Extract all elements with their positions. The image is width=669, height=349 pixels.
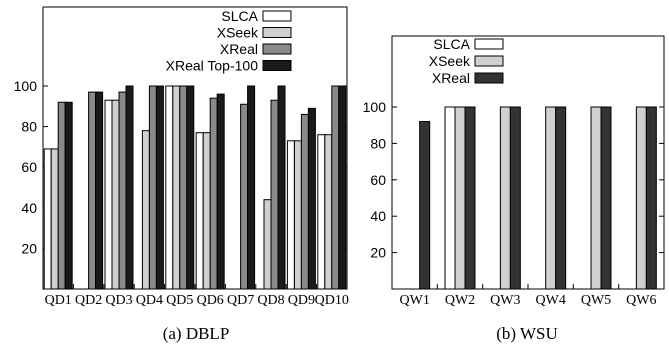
bar-xreal-top-100 <box>338 85 347 290</box>
legend-swatch <box>474 55 504 67</box>
bar-xreal-top-100 <box>64 101 73 290</box>
bar-xreal <box>555 106 567 290</box>
x-tick-label: QD10 <box>315 293 349 308</box>
panel-wsu: 20 40 60 80 100 QW1 QW2 QW3 QW4 QW5 QW6 SLCAXSeek… <box>363 35 665 343</box>
bar-slca <box>43 148 52 290</box>
x-tick-label: QW3 <box>490 293 520 308</box>
bar-xreal <box>300 113 309 290</box>
legend-label: XReal <box>220 41 258 57</box>
bar-xseek <box>172 85 181 290</box>
y-tick-label: 60 <box>370 172 386 188</box>
bar-xreal-top-100 <box>216 93 225 290</box>
bar-xseek <box>324 134 333 290</box>
bars <box>419 106 657 290</box>
bar-slca <box>104 99 113 290</box>
bar-xseek <box>499 106 511 290</box>
bar-xreal <box>419 121 431 290</box>
bar-xreal <box>331 85 340 290</box>
chart-caption: (b) WSU <box>496 324 558 343</box>
x-tick-label: QD9 <box>288 293 315 308</box>
x-tick-label: QD6 <box>197 293 224 308</box>
bar-xreal-top-100 <box>125 85 134 290</box>
bar-xseek <box>635 106 647 290</box>
bar-xseek <box>545 106 557 290</box>
x-tick-label: QW1 <box>400 293 430 308</box>
x-tick-label: QD8 <box>257 293 284 308</box>
y-tick-label: 20 <box>21 240 37 256</box>
x-tick-label: QD4 <box>136 293 163 308</box>
legend-label: XReal Top-100 <box>166 58 259 74</box>
bar-xreal <box>600 106 612 290</box>
y-tick-label: 100 <box>363 99 387 115</box>
bar-xreal <box>509 106 521 290</box>
y-tick-label: 20 <box>370 245 386 261</box>
y-axis: 20 40 60 80 100 <box>363 99 664 261</box>
bar-xseek <box>454 106 466 290</box>
bar-xreal-top-100 <box>95 91 104 290</box>
y-tick-label: 80 <box>370 135 386 151</box>
x-axis: QW1 QW2 QW3 QW4 QW5 QW6 <box>400 284 656 308</box>
bar-xseek <box>111 99 120 290</box>
bar-xreal <box>464 106 476 290</box>
bar-xreal <box>645 106 657 290</box>
x-tick-label: QD5 <box>166 293 193 308</box>
legend-swatch <box>474 72 504 84</box>
y-tick-label: 80 <box>21 119 37 135</box>
bar-xseek <box>50 148 59 290</box>
bar-slca <box>317 134 326 290</box>
bar-xseek <box>202 132 211 290</box>
bar-xseek <box>590 106 602 290</box>
legend-swatch <box>262 43 292 55</box>
y-tick-label: 60 <box>21 159 37 175</box>
bar-xreal-top-100 <box>307 107 316 290</box>
y-tick-label: 40 <box>21 200 37 216</box>
bar-xreal <box>118 91 127 290</box>
x-tick-label: QD7 <box>227 293 254 308</box>
y-tick-label: 40 <box>370 208 386 224</box>
bar-xreal-top-100 <box>277 85 286 290</box>
bar-xreal <box>209 97 218 290</box>
legend-swatch <box>262 27 292 38</box>
bar-xreal <box>88 91 97 290</box>
legend-label: XSeek <box>429 53 471 69</box>
bar-slca <box>444 106 456 290</box>
bars <box>43 85 347 290</box>
x-tick-label: QW2 <box>445 293 475 308</box>
chart-caption: (a) DBLP <box>163 324 230 343</box>
legend-swatch <box>262 10 292 22</box>
x-tick-label: QW4 <box>536 293 566 308</box>
bar-xseek <box>293 140 302 290</box>
bar-xreal <box>270 99 279 290</box>
bar-xreal <box>179 85 188 290</box>
legend-swatch <box>474 38 504 50</box>
bar-xreal <box>240 103 249 290</box>
bar-xseek <box>141 130 150 290</box>
legend-label: XSeek <box>217 25 259 41</box>
x-tick-label: QW6 <box>626 293 656 308</box>
x-tick-label: QW5 <box>581 293 611 308</box>
legend-label: SLCA <box>221 8 258 24</box>
bar-xreal <box>148 85 157 290</box>
bar-xreal-top-100 <box>186 85 195 290</box>
x-tick-label: QD3 <box>105 293 132 308</box>
bar-slca <box>286 140 295 290</box>
bar-xreal-top-100 <box>247 85 256 290</box>
bar-xreal-top-100 <box>155 85 164 290</box>
legend-swatch <box>262 60 292 71</box>
legend-label: XReal <box>432 70 470 86</box>
y-tick-label: 100 <box>14 78 38 94</box>
x-tick-label: QD1 <box>45 293 72 308</box>
bar-slca <box>195 132 204 290</box>
panel-dblp: 20 40 60 80 100 QD1 QD2 QD3 QD4 QD5 QD6 QD7 QD8 QD9 Q… <box>14 6 349 343</box>
bar-slca <box>165 85 174 290</box>
bar-xseek <box>263 199 272 290</box>
x-tick-label: QD2 <box>75 293 102 308</box>
x-axis: QD1 QD2 QD3 QD4 QD5 QD6 QD7 QD8 QD9 QD10 <box>45 284 349 308</box>
legend-label: SLCA <box>433 36 470 52</box>
bar-xreal <box>57 101 66 290</box>
